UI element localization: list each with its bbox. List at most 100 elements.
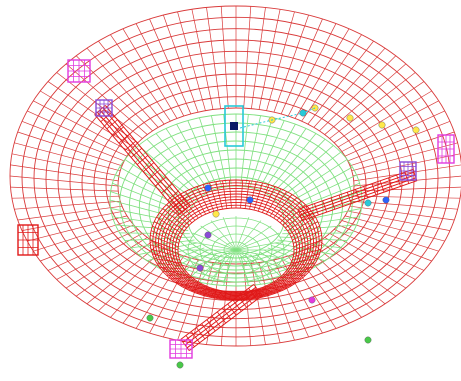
rib-bottom <box>253 284 263 296</box>
dense-radial-line <box>180 281 199 286</box>
rib-right <box>388 177 393 190</box>
outer-radial-line <box>27 110 128 157</box>
hub-radial <box>235 240 285 251</box>
hub-radial <box>235 232 280 251</box>
hub-radial <box>222 249 237 283</box>
dense-radial-line <box>262 287 276 294</box>
rib-bottom <box>227 303 237 316</box>
inner-floor-radial <box>254 252 285 280</box>
outer-radial-line <box>347 121 451 162</box>
hub-radial <box>235 217 250 251</box>
rib-bottom <box>201 323 211 336</box>
outer-radial-line <box>349 131 455 167</box>
rib-right <box>346 192 352 204</box>
outer-radial-line <box>280 18 323 115</box>
dense-radial-line <box>290 221 318 238</box>
dense-radial-line <box>292 253 320 261</box>
rib-bottom <box>232 299 242 312</box>
dense-radial-line <box>185 283 203 289</box>
outer-radial-line <box>258 9 281 110</box>
outer-radial-line <box>163 14 199 113</box>
rib-right <box>314 203 319 216</box>
outer-radial-line <box>17 205 123 221</box>
inner-floor-radial <box>155 133 205 193</box>
outer-radial-line <box>10 164 119 182</box>
dense-radial-line <box>262 186 276 213</box>
node-marker-icon <box>364 199 372 207</box>
inner-floor-radial <box>124 159 193 204</box>
rib-upper-left <box>124 140 136 151</box>
node-marker-icon <box>196 264 204 272</box>
outer-radial-line <box>86 244 159 305</box>
rib-bottom <box>211 315 221 328</box>
dense-radial-line <box>190 285 206 292</box>
node-marker-icon <box>246 196 254 204</box>
rib-right <box>305 206 311 218</box>
hub-radial <box>235 249 250 283</box>
dense-radial-line <box>249 181 257 210</box>
hub-radial <box>192 232 237 251</box>
outer-radial-line <box>313 244 386 305</box>
selection-box-icon[interactable] <box>224 105 244 147</box>
inner-floor-radial <box>284 216 360 228</box>
central-ring-dense-mesh <box>149 179 323 301</box>
outer-radial-line <box>273 259 309 338</box>
dense-radial-line <box>159 266 185 270</box>
outer-radial-line <box>287 23 337 117</box>
node-marker-icon <box>204 184 212 192</box>
inner-floor-radial <box>138 145 198 198</box>
rib-bottom <box>216 311 227 324</box>
rib-bottom <box>243 292 253 304</box>
dense-radial-line <box>258 288 270 296</box>
dense-radial-line <box>293 234 322 248</box>
inner-floor-radial <box>271 245 326 262</box>
inner-floor-radial <box>138 242 198 255</box>
outer-radial-line <box>341 100 439 152</box>
hub-radial <box>210 220 237 251</box>
outer-radial-line <box>338 90 432 148</box>
node-marker-icon <box>204 231 212 239</box>
dense-radial-line <box>202 288 214 296</box>
dense-radial-line <box>222 180 228 209</box>
rib-bottom <box>185 335 195 347</box>
rib-bottom <box>196 327 206 340</box>
hub-radial <box>200 225 237 251</box>
rib-bottom <box>190 331 200 343</box>
rib-right <box>396 174 401 187</box>
rib-upper-left <box>161 183 173 194</box>
dense-radial-line <box>228 180 232 209</box>
dense-radial-line <box>159 212 185 232</box>
outer-radial-line <box>351 142 458 172</box>
hub-radial <box>192 249 237 268</box>
hub-radial <box>235 225 272 251</box>
inner-floor-radial <box>279 159 348 204</box>
rib-right <box>363 186 369 198</box>
outer-radial-line <box>33 220 131 252</box>
outer-radial-line <box>220 6 229 109</box>
outer-radial-line <box>266 11 295 111</box>
outer-radial-line <box>122 253 178 324</box>
node-markers <box>146 104 420 369</box>
dense-radial-line <box>156 262 183 267</box>
rib-upper-left <box>155 176 167 187</box>
outer-radial-line <box>344 110 445 157</box>
dense-radial-line <box>240 180 244 209</box>
inner-floor-radial <box>283 174 357 210</box>
inner-floor-radial <box>119 232 190 235</box>
outer-radial-line <box>135 23 185 117</box>
rib-upper-left <box>179 205 191 215</box>
rib-upper-left <box>173 198 185 208</box>
dense-radial-line <box>209 289 219 298</box>
dense-radial-line <box>162 208 187 229</box>
inner-floor-radial <box>284 182 360 214</box>
inner-floor-radial <box>240 255 249 286</box>
rib-upper-left <box>142 162 155 172</box>
inner-floor-radial <box>259 123 296 189</box>
selected-node <box>230 122 238 130</box>
inner-floor-radial <box>187 120 218 187</box>
inner-floor-radial <box>176 123 213 189</box>
outer-radial-line <box>40 90 134 148</box>
